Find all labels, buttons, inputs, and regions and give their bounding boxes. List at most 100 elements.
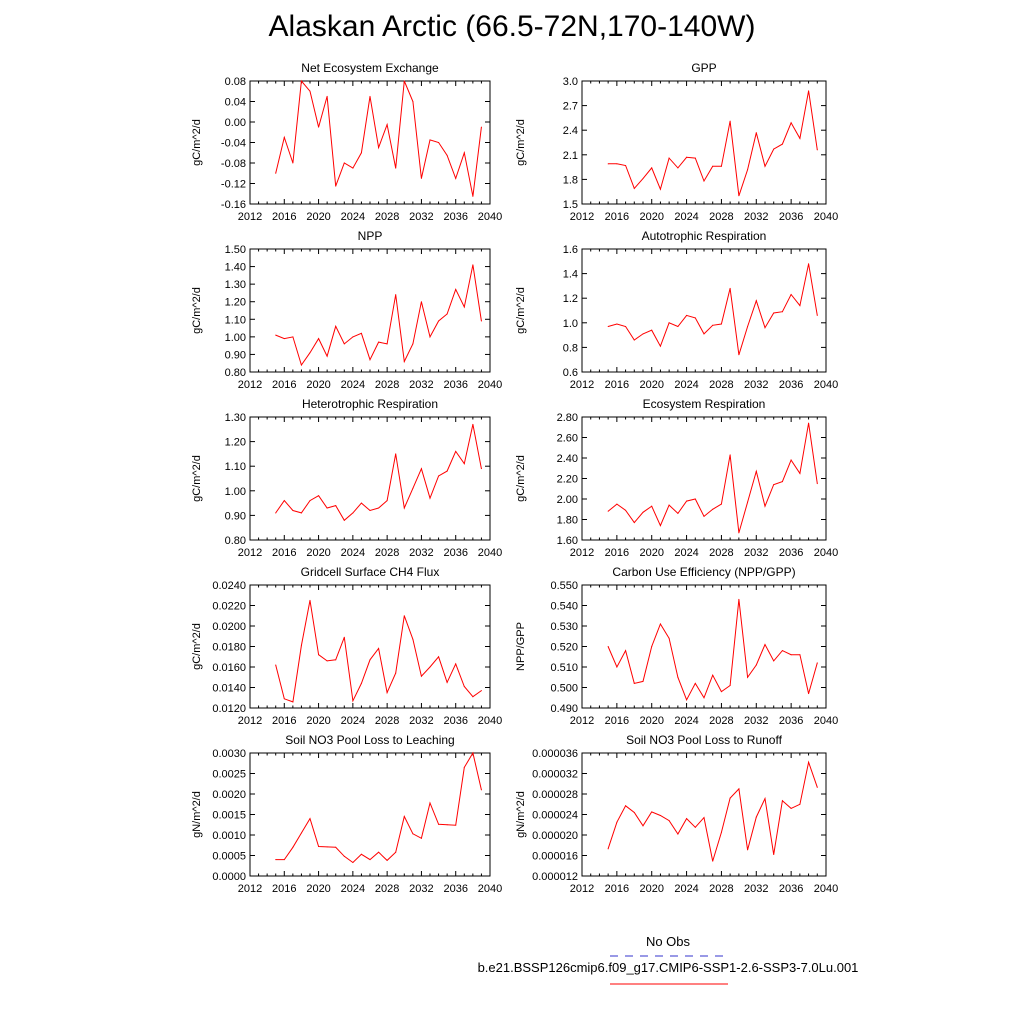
x-tick-label: 2036	[443, 211, 467, 223]
y-tick-label: 1.6	[563, 244, 578, 256]
data-point	[694, 498, 696, 500]
y-tick-label: 1.50	[225, 244, 246, 256]
x-tick-label: 2016	[605, 883, 629, 895]
data-point	[455, 824, 457, 826]
panel-title: Autotrophic Respiration	[642, 229, 767, 243]
data-point	[403, 615, 405, 617]
data-point	[764, 798, 766, 800]
chart-panel: Carbon Use Efficiency (NPP/GPP) 2012 2016 2…	[515, 565, 838, 727]
x-tick-label: 2036	[443, 715, 467, 727]
data-point	[326, 846, 328, 848]
data-point	[438, 475, 440, 477]
data-point	[799, 803, 801, 805]
x-tick-label: 2016	[272, 211, 296, 223]
data-point	[309, 818, 311, 820]
x-tick-label: 2012	[238, 883, 262, 895]
data-point	[292, 162, 294, 164]
data-point	[300, 80, 302, 82]
data-point	[369, 859, 371, 861]
series-line	[607, 760, 818, 862]
y-tick-label: -0.12	[221, 179, 246, 191]
data-point	[455, 177, 457, 179]
data-point	[343, 162, 345, 164]
y-axis-label: NPP/GPP	[515, 622, 527, 671]
y-tick-label: 0.0030	[212, 748, 246, 760]
data-point	[607, 510, 609, 512]
data-point	[712, 674, 714, 676]
data-point	[343, 636, 345, 638]
y-tick-label: -0.16	[221, 199, 246, 211]
x-tick-label: 2032	[409, 547, 433, 559]
data-point	[309, 352, 311, 354]
data-point	[764, 327, 766, 329]
data-point	[386, 124, 388, 126]
x-tick-label: 2012	[238, 211, 262, 223]
data-point	[352, 861, 354, 863]
x-tick-label: 2020	[306, 883, 330, 895]
data-point	[360, 502, 362, 504]
chart-panel: Ecosystem Respiration 2012 2016 2020 2024 202…	[515, 397, 838, 559]
data-point	[463, 685, 465, 687]
y-tick-label: 0.000032	[532, 769, 578, 781]
data-point	[808, 263, 810, 265]
data-point	[808, 90, 810, 92]
data-point	[360, 853, 362, 855]
y-tick-label: 1.60	[557, 535, 578, 547]
y-tick-label: 2.40	[557, 453, 578, 465]
panel-title: GPP	[691, 61, 716, 75]
data-point	[343, 855, 345, 857]
x-tick-label: 2028	[709, 379, 733, 391]
series-line	[275, 264, 482, 367]
data-point	[773, 312, 775, 314]
data-point	[694, 826, 696, 828]
data-point	[335, 505, 337, 507]
data-point	[625, 650, 627, 652]
y-tick-label: 0.0005	[212, 851, 246, 863]
y-tick-label: 0.08	[225, 76, 246, 88]
data-point	[438, 320, 440, 322]
data-point	[386, 859, 388, 861]
x-tick-label: 2036	[779, 547, 803, 559]
y-tick-label: 0.550	[550, 580, 578, 592]
x-tick-label: 2036	[779, 211, 803, 223]
data-point	[764, 165, 766, 167]
data-point	[729, 797, 731, 799]
x-tick-label: 2032	[744, 715, 768, 727]
data-point	[729, 120, 731, 122]
data-point	[712, 324, 714, 326]
x-tick-label: 2036	[779, 715, 803, 727]
x-tick-label: 2016	[272, 547, 296, 559]
data-point	[816, 483, 818, 485]
x-tick-label: 2032	[744, 379, 768, 391]
x-tick-label: 2028	[375, 883, 399, 895]
y-tick-label: 1.30	[225, 412, 246, 424]
data-point	[729, 287, 731, 289]
x-tick-label: 2012	[570, 715, 594, 727]
series-line	[607, 423, 818, 533]
x-tick-label: 2028	[375, 715, 399, 727]
data-point	[300, 512, 302, 514]
data-point	[642, 178, 644, 180]
x-tick-label: 2024	[341, 715, 365, 727]
x-tick-label: 2032	[409, 211, 433, 223]
data-point	[686, 699, 688, 701]
data-point	[729, 684, 731, 686]
data-point	[335, 185, 337, 187]
data-point	[446, 154, 448, 156]
data-point	[607, 848, 609, 850]
y-axis-label: gN/m^2/d	[191, 791, 203, 838]
data-point	[352, 700, 354, 702]
data-point	[300, 644, 302, 646]
y-axis-label: gC/m^2/d	[515, 455, 527, 502]
chart-panel: Heterotrophic Respiration 2012 2016 2020 202…	[191, 397, 502, 559]
x-tick-label: 2036	[779, 379, 803, 391]
data-point	[799, 137, 801, 139]
y-tick-label: 0.000036	[532, 748, 578, 760]
data-point	[412, 833, 414, 835]
series-line	[275, 79, 482, 197]
data-point	[686, 156, 688, 158]
x-tick-label: 2032	[409, 379, 433, 391]
data-point	[378, 507, 380, 509]
y-tick-label: 0.0220	[212, 601, 246, 613]
data-point	[651, 646, 653, 647]
